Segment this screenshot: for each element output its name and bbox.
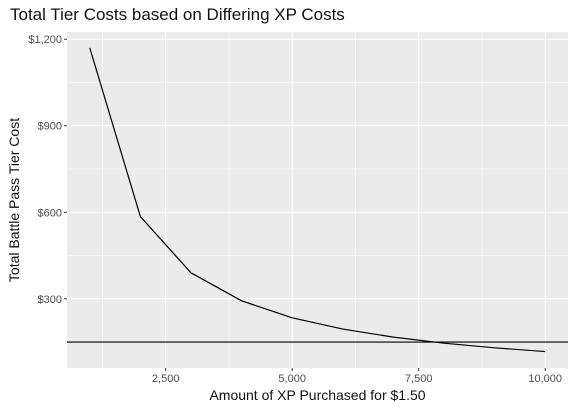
x-tick-label: 5,000 <box>278 373 306 385</box>
y-tick-label: $1,200 <box>28 34 62 46</box>
y-axis-ticks: $300 $600 $900 $1,200 <box>28 34 67 306</box>
x-axis-title: Amount of XP Purchased for $1.50 <box>209 387 425 403</box>
series-layer <box>89 47 546 353</box>
y-tick-label: $300 <box>38 294 62 306</box>
y-tick-label: $600 <box>38 207 62 219</box>
series-line <box>89 47 546 353</box>
chart-title: Total Tier Costs based on Differing XP C… <box>10 5 345 24</box>
x-tick-label: 10,000 <box>528 373 562 385</box>
x-axis-ticks: 2,500 5,000 7,500 10,000 <box>152 368 562 385</box>
major-gridlines <box>67 32 568 368</box>
y-axis-title: Total Battle Pass Tier Cost <box>6 118 22 282</box>
y-tick-label: $900 <box>38 121 62 133</box>
x-tick-label: 2,500 <box>152 373 180 385</box>
plot-panel <box>67 32 568 368</box>
x-tick-label: 7,500 <box>405 373 433 385</box>
